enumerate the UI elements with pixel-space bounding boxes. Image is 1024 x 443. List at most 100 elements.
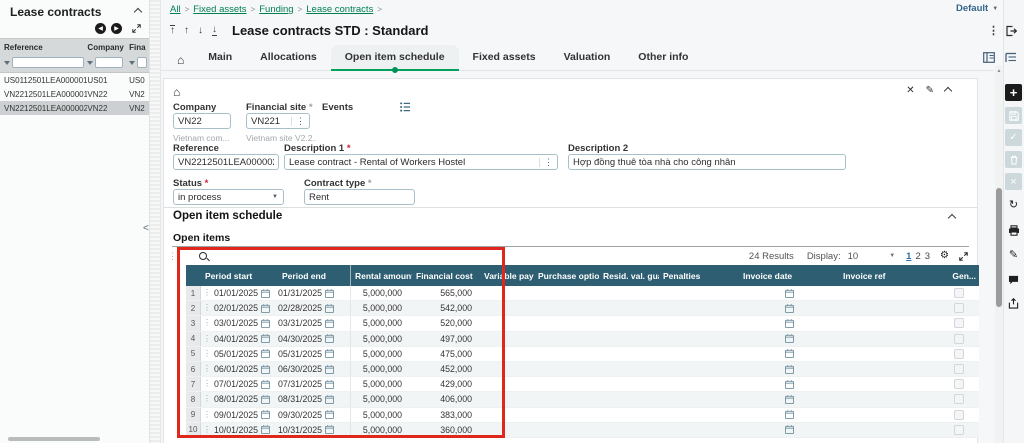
calendar-icon[interactable] bbox=[261, 410, 271, 420]
calendar-icon[interactable] bbox=[325, 349, 335, 359]
record-list-item[interactable]: VN2212501LEA000002 VN22 VN2 bbox=[0, 101, 149, 115]
row-menu-icon[interactable]: ⋮ bbox=[203, 333, 211, 343]
penalties-cell[interactable] bbox=[659, 408, 739, 422]
events-list-icon[interactable] bbox=[400, 102, 411, 112]
grid-column-header[interactable]: Financial cost bbox=[416, 270, 473, 281]
financial-cost-cell[interactable]: 383,000 bbox=[440, 409, 472, 420]
row-menu-icon[interactable]: ⋮ bbox=[203, 318, 211, 328]
variable-payments-cell[interactable] bbox=[480, 423, 534, 437]
schedule-row[interactable]: 4 ⋮ 04/01/2025 04/30/2025 5,000,000 497,… bbox=[186, 331, 979, 347]
tab-item[interactable]: Valuation bbox=[563, 51, 611, 63]
refresh-icon[interactable]: ↻ bbox=[1008, 199, 1019, 211]
variable-payments-cell[interactable] bbox=[480, 408, 534, 422]
purchase-option-cell[interactable] bbox=[534, 301, 599, 315]
left-panel-hscrollbar[interactable] bbox=[8, 437, 100, 441]
financial-cost-cell[interactable]: 406,000 bbox=[440, 394, 472, 405]
invoice-ref-cell[interactable] bbox=[839, 408, 939, 422]
calendar-icon[interactable] bbox=[784, 288, 794, 298]
purchase-option-cell[interactable] bbox=[534, 362, 599, 376]
record-list-item[interactable]: US0112501LEA000001 US01 US0 bbox=[0, 73, 149, 87]
grid-column-header[interactable]: Variable payments bbox=[484, 270, 534, 281]
record-list-item[interactable]: VN2212501LEA000001 VN22 VN2 bbox=[0, 87, 149, 101]
period-end-cell[interactable]: 06/30/2025 bbox=[278, 362, 350, 376]
share-icon[interactable] bbox=[1005, 295, 1022, 312]
delete-button[interactable] bbox=[1005, 151, 1022, 168]
tab-item[interactable]: Fixed assets bbox=[472, 51, 536, 63]
calendar-icon[interactable] bbox=[784, 334, 794, 344]
new-record-button[interactable]: + bbox=[1005, 84, 1022, 101]
schedule-row[interactable]: 3 ⋮ 03/01/2025 03/31/2025 5,000,000 520,… bbox=[186, 316, 979, 332]
invoice-date-cell[interactable] bbox=[739, 332, 839, 346]
period-start-cell[interactable]: ⋮ 04/01/2025 bbox=[201, 332, 278, 346]
calendar-icon[interactable] bbox=[784, 303, 794, 313]
rental-amount-cell[interactable]: 5,000,000 bbox=[350, 331, 412, 346]
residual-value-cell[interactable] bbox=[599, 316, 659, 330]
generated-checkbox[interactable] bbox=[954, 333, 964, 344]
grid-menu-icon[interactable]: ⋮ bbox=[168, 250, 177, 261]
purchase-option-cell[interactable] bbox=[534, 392, 599, 406]
purchase-option-cell[interactable] bbox=[534, 316, 599, 330]
financial-cost-cell[interactable]: 565,000 bbox=[440, 288, 472, 299]
period-start-cell[interactable]: ⋮ 06/01/2025 bbox=[201, 362, 278, 376]
filter-icon[interactable] bbox=[129, 60, 136, 65]
rental-amount-cell[interactable]: 5,000,000 bbox=[350, 346, 412, 361]
row-menu-icon[interactable]: ⋮ bbox=[203, 409, 211, 419]
residual-value-cell[interactable] bbox=[599, 286, 659, 300]
schedule-row[interactable]: 2 ⋮ 02/01/2025 02/28/2025 5,000,000 542,… bbox=[186, 301, 979, 317]
residual-value-cell[interactable] bbox=[599, 392, 659, 406]
row-menu-icon[interactable]: ⋮ bbox=[203, 303, 211, 313]
calendar-icon[interactable] bbox=[261, 395, 271, 404]
variable-payments-cell[interactable] bbox=[480, 347, 534, 361]
calendar-icon[interactable] bbox=[325, 395, 335, 404]
purchase-option-cell[interactable] bbox=[534, 423, 599, 437]
breadcrumb-link[interactable]: Lease contracts bbox=[306, 4, 374, 15]
search-icon[interactable] bbox=[199, 252, 207, 260]
financial-cost-cell[interactable]: 542,000 bbox=[440, 303, 472, 314]
filter-icon[interactable] bbox=[87, 60, 94, 65]
company-field[interactable] bbox=[173, 113, 231, 129]
residual-value-cell[interactable] bbox=[599, 347, 659, 361]
prev-record-icon[interactable]: ◀ bbox=[95, 23, 106, 34]
calendar-icon[interactable] bbox=[325, 334, 335, 344]
variable-payments-cell[interactable] bbox=[480, 301, 534, 315]
print-icon[interactable] bbox=[1005, 222, 1022, 239]
calendar-icon[interactable] bbox=[325, 379, 335, 389]
cancel-edit-icon[interactable]: ✕ bbox=[906, 85, 915, 96]
invoice-ref-cell[interactable] bbox=[839, 392, 939, 406]
lookup-icon[interactable]: ⋮ bbox=[291, 116, 309, 126]
financial-cost-cell[interactable]: 497,000 bbox=[440, 333, 472, 344]
description2-field[interactable] bbox=[568, 154, 846, 170]
next-record-icon[interactable]: ▶ bbox=[111, 23, 122, 34]
page-number[interactable]: 2 bbox=[915, 250, 921, 262]
calendar-icon[interactable] bbox=[784, 319, 794, 328]
generated-checkbox[interactable] bbox=[954, 303, 964, 314]
grid-column-header[interactable]: Period end bbox=[282, 270, 326, 281]
display-options-icon[interactable] bbox=[1005, 52, 1017, 63]
residual-value-cell[interactable] bbox=[599, 362, 659, 376]
purchase-option-cell[interactable] bbox=[534, 408, 599, 422]
left-col-reference[interactable]: Reference bbox=[4, 43, 43, 52]
rental-amount-cell[interactable]: 5,000,000 bbox=[350, 286, 412, 301]
grid-column-header[interactable]: Period start bbox=[205, 270, 253, 281]
purchase-option-cell[interactable] bbox=[534, 332, 599, 346]
filter-icon[interactable] bbox=[4, 60, 10, 65]
page-number[interactable]: 1 bbox=[906, 250, 912, 262]
financial-cost-cell[interactable]: 429,000 bbox=[440, 379, 472, 390]
penalties-cell[interactable] bbox=[659, 332, 739, 346]
period-start-cell[interactable]: ⋮ 01/01/2025 bbox=[201, 286, 278, 300]
row-menu-icon[interactable]: ⋮ bbox=[203, 348, 211, 358]
residual-value-cell[interactable] bbox=[599, 332, 659, 346]
grid-column-header[interactable]: Invoice ref bbox=[843, 270, 886, 281]
reference-field[interactable] bbox=[173, 154, 279, 170]
penalties-cell[interactable] bbox=[659, 347, 739, 361]
invoice-ref-cell[interactable] bbox=[839, 316, 939, 330]
penalties-cell[interactable] bbox=[659, 423, 739, 437]
save-button[interactable] bbox=[1005, 107, 1022, 124]
schedule-row[interactable]: 6 ⋮ 06/01/2025 06/30/2025 5,000,000 452,… bbox=[186, 361, 979, 378]
comment-icon[interactable] bbox=[1005, 271, 1022, 288]
rental-amount-cell[interactable]: 5,000,000 bbox=[350, 407, 412, 422]
calendar-icon[interactable] bbox=[784, 379, 794, 389]
calendar-icon[interactable] bbox=[784, 410, 794, 420]
grid-expand-icon[interactable] bbox=[959, 251, 968, 261]
profile-switcher[interactable]: Default ▼ bbox=[956, 3, 998, 14]
